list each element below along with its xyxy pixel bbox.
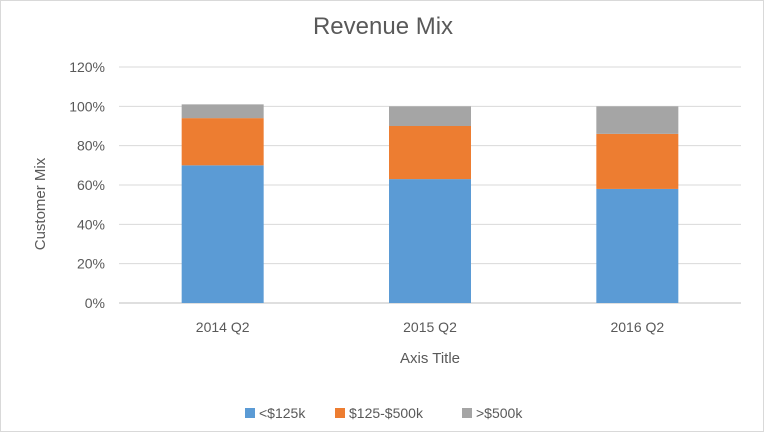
- y-tick-label: 60%: [77, 177, 105, 193]
- bar-segment: [389, 106, 471, 126]
- y-tick-label: 80%: [77, 138, 105, 154]
- legend: <$125k $125-$500k >$500k: [245, 405, 523, 421]
- bar-segment: [596, 188, 679, 303]
- y-tick-label: 0%: [85, 295, 105, 311]
- y-tick-label: 20%: [77, 256, 105, 272]
- bar-segment: [181, 118, 264, 166]
- y-tick-label: 100%: [69, 98, 105, 114]
- legend-swatch: [335, 408, 345, 418]
- x-axis-ticks: 2014 Q2 2015 Q2 2016 Q2: [196, 319, 665, 335]
- bar-segment: [389, 126, 471, 180]
- y-tick-label: 40%: [77, 216, 105, 232]
- bar-segment: [181, 165, 264, 303]
- bar-segment: [389, 179, 471, 303]
- x-tick-label: 2015 Q2: [403, 319, 457, 335]
- legend-label: <$125k: [259, 405, 306, 421]
- bar-segment: [181, 104, 264, 119]
- x-tick-label: 2014 Q2: [196, 319, 250, 335]
- bar-segment: [596, 133, 679, 189]
- y-axis-ticks: 0% 20% 40% 60% 80% 100% 120%: [69, 59, 105, 311]
- chart-title: Revenue Mix: [313, 13, 453, 40]
- x-tick-label: 2016 Q2: [610, 319, 664, 335]
- y-tick-label: 120%: [69, 59, 105, 75]
- legend-swatch: [245, 408, 255, 418]
- legend-label: $125-$500k: [349, 405, 424, 421]
- x-axis-label: Axis Title: [400, 350, 460, 367]
- legend-swatch: [462, 408, 472, 418]
- bars: [181, 104, 679, 303]
- bar-segment: [596, 106, 679, 134]
- y-axis-label: Customer Mix: [32, 157, 49, 250]
- legend-label: >$500k: [476, 405, 523, 421]
